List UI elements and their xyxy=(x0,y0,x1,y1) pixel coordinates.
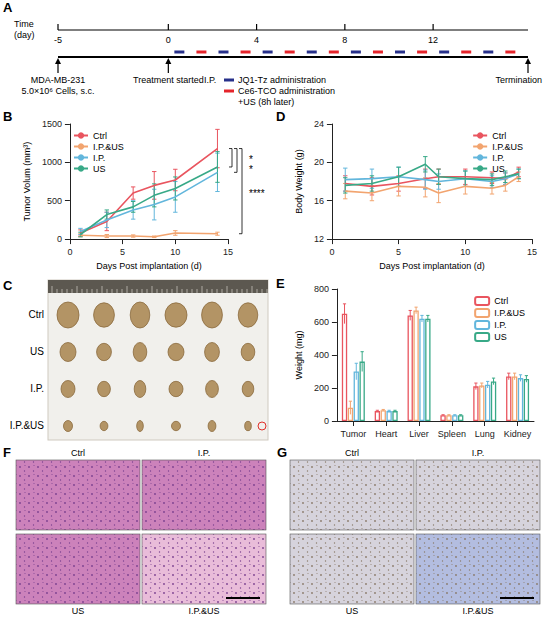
svg-text:Ctrl: Ctrl xyxy=(494,296,508,306)
svg-text:I.P.: I.P. xyxy=(204,75,216,85)
svg-text:I.P.&US: I.P.&US xyxy=(492,142,523,152)
svg-text:Days Post implantation (d): Days Post implantation (d) xyxy=(379,261,485,271)
svg-text:5: 5 xyxy=(120,247,125,257)
svg-text:500: 500 xyxy=(47,196,62,206)
svg-text:Ctrl: Ctrl xyxy=(93,131,107,141)
svg-text:+US (8h later): +US (8h later) xyxy=(238,97,294,107)
svg-text:US: US xyxy=(492,164,505,174)
svg-text:Body Weight (g): Body Weight (g) xyxy=(294,149,304,213)
svg-text:*: * xyxy=(249,164,253,175)
svg-text:I.P.: I.P. xyxy=(198,448,210,458)
svg-text:4: 4 xyxy=(254,35,259,45)
svg-text:US: US xyxy=(93,164,106,174)
svg-text:Heart: Heart xyxy=(375,429,398,439)
svg-text:16: 16 xyxy=(314,196,324,206)
svg-text:5: 5 xyxy=(396,247,401,257)
svg-text:****: **** xyxy=(249,188,265,199)
svg-text:Liver: Liver xyxy=(409,429,429,439)
svg-text:I.P.&US: I.P.&US xyxy=(463,606,494,616)
svg-text:I.P.: I.P. xyxy=(494,320,506,330)
svg-text:C: C xyxy=(3,278,13,293)
svg-text:MDA-MB-231: MDA-MB-231 xyxy=(31,75,86,85)
svg-text:15: 15 xyxy=(527,247,537,257)
svg-text:Days Post implantation (d): Days Post implantation (d) xyxy=(96,261,202,271)
svg-text:24: 24 xyxy=(314,119,324,129)
svg-text:Ctrl: Ctrl xyxy=(492,131,506,141)
svg-text:5.0×10⁶ Cells, s.c.: 5.0×10⁶ Cells, s.c. xyxy=(22,86,95,96)
svg-text:JQ1-Tz administration: JQ1-Tz administration xyxy=(238,75,326,85)
svg-text:0: 0 xyxy=(324,416,329,426)
svg-text:200: 200 xyxy=(314,383,329,393)
svg-text:US: US xyxy=(30,346,44,357)
svg-text:A: A xyxy=(3,0,13,15)
svg-text:E: E xyxy=(276,276,285,291)
svg-text:Termination: Termination xyxy=(495,75,542,85)
svg-text:D: D xyxy=(276,109,285,124)
svg-text:I.P.: I.P. xyxy=(472,448,484,458)
svg-text:0: 0 xyxy=(57,234,62,244)
svg-text:US: US xyxy=(346,606,359,616)
svg-text:10: 10 xyxy=(170,247,180,257)
svg-text:400: 400 xyxy=(314,350,329,360)
svg-text:0: 0 xyxy=(166,35,171,45)
svg-text:20: 20 xyxy=(314,157,324,167)
svg-text:1500: 1500 xyxy=(42,119,62,129)
svg-text:0: 0 xyxy=(329,247,334,257)
svg-text:Ctrl: Ctrl xyxy=(345,448,359,458)
svg-text:8: 8 xyxy=(342,35,347,45)
svg-text:B: B xyxy=(3,109,12,124)
svg-text:Ce6-TCO administration: Ce6-TCO administration xyxy=(238,86,335,96)
svg-text:Lung: Lung xyxy=(475,429,495,439)
svg-text:I.P.: I.P. xyxy=(93,153,105,163)
svg-text:12: 12 xyxy=(428,35,438,45)
svg-text:Treatment started: Treatment started xyxy=(133,75,204,85)
svg-text:1000: 1000 xyxy=(42,157,62,167)
svg-text:Tumor Volum (mm³): Tumor Volum (mm³) xyxy=(22,142,32,222)
svg-text:F: F xyxy=(3,446,11,460)
svg-text:-5: -5 xyxy=(54,35,62,45)
svg-text:0: 0 xyxy=(67,247,72,257)
svg-text:(day): (day) xyxy=(14,30,35,40)
svg-text:G: G xyxy=(277,446,287,460)
svg-text:Ctrl: Ctrl xyxy=(28,309,44,320)
svg-text:I.P.: I.P. xyxy=(492,153,504,163)
svg-text:I.P.&US: I.P.&US xyxy=(494,308,525,318)
svg-text:10: 10 xyxy=(460,247,470,257)
svg-text:15: 15 xyxy=(223,247,233,257)
svg-text:I.P.&US: I.P.&US xyxy=(93,142,124,152)
svg-text:Time: Time xyxy=(14,19,34,29)
svg-text:US: US xyxy=(494,332,507,342)
svg-text:800: 800 xyxy=(314,284,329,294)
svg-text:US: US xyxy=(72,606,85,616)
svg-text:Tumor: Tumor xyxy=(341,429,367,439)
svg-text:Weight (mg): Weight (mg) xyxy=(294,331,304,380)
svg-text:I.P.&US: I.P.&US xyxy=(189,606,220,616)
svg-text:Spleen: Spleen xyxy=(438,429,466,439)
svg-text:I.P.&US: I.P.&US xyxy=(10,420,45,431)
svg-text:600: 600 xyxy=(314,317,329,327)
svg-text:Kidney: Kidney xyxy=(504,429,532,439)
svg-text:12: 12 xyxy=(314,234,324,244)
svg-text:Ctrl: Ctrl xyxy=(71,448,85,458)
svg-text:I.P.: I.P. xyxy=(30,383,44,394)
